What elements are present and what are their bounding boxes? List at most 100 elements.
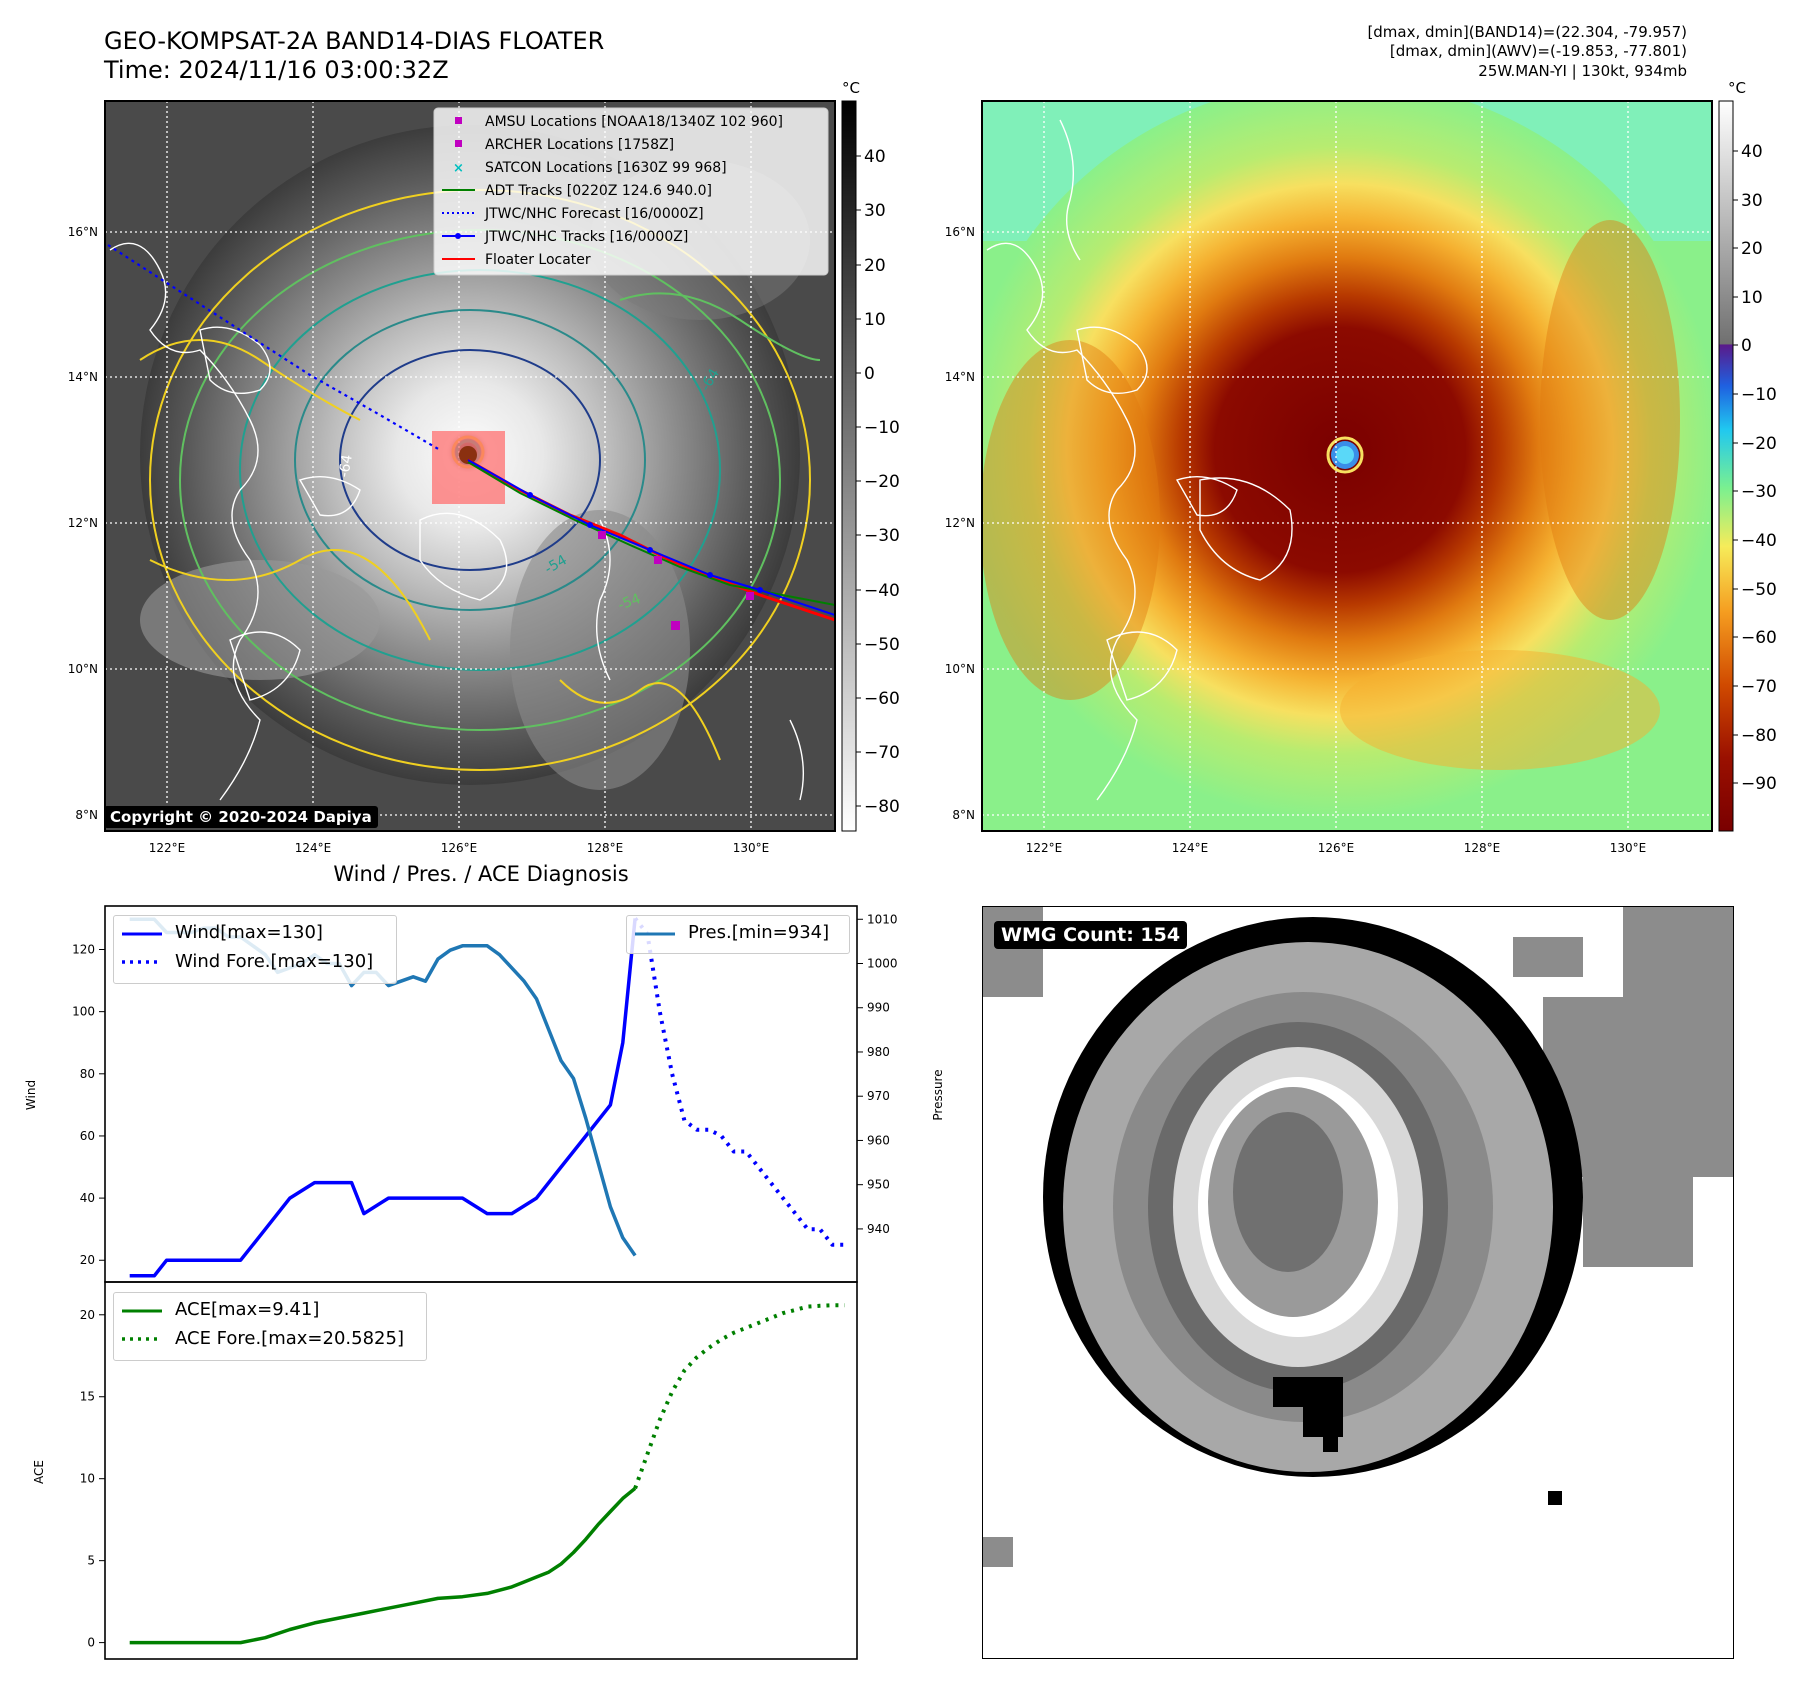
legend-label: Pres.[min=934]: [688, 922, 830, 943]
lon-label: 124°E: [1172, 841, 1209, 855]
lat-label: 12°N: [945, 516, 975, 530]
y-tick-label: 80: [80, 1067, 95, 1081]
legend-label: ACE Fore.[max=20.5825]: [175, 1328, 404, 1349]
colorbar-tick: −90: [1741, 774, 1777, 794]
colorbar-tick: 40: [1741, 142, 1763, 162]
y-tick-label: 1010: [867, 912, 898, 926]
y-tick-label: 60: [80, 1129, 95, 1143]
legend-marker: [455, 233, 461, 239]
colorbar-tick: −40: [1741, 531, 1777, 551]
legend-label: JTWC/NHC Forecast [16/0000Z]: [484, 206, 704, 222]
colorbar-tick: −50: [1741, 580, 1777, 600]
legend-label: ARCHER Locations [1758Z]: [485, 137, 674, 153]
y-tick-label: 940: [867, 1222, 890, 1236]
legend-marker: ×: [453, 161, 464, 176]
colorbar-tick: −60: [1741, 628, 1777, 648]
y-tick-label: 980: [867, 1045, 890, 1059]
wind-legend: Wind[max=130] Wind Fore.[max=130]: [113, 915, 397, 984]
lat-label: 14°N: [68, 370, 98, 384]
y-tick-label: 950: [867, 1178, 890, 1192]
series-line: [129, 1487, 637, 1645]
lat-label: 8°N: [75, 808, 98, 822]
lon-label: 128°E: [1464, 841, 1501, 855]
y-tick-label: 1000: [867, 957, 898, 971]
colorbar-tick: 40: [864, 147, 886, 167]
colorbar-tick: 20: [864, 256, 886, 276]
awv-range: [dmax, dmin](AWV)=(-19.853, -77.801): [1389, 42, 1687, 60]
pressure-axis-label: Pressure: [931, 1069, 945, 1120]
colorbar-tick: −30: [1741, 482, 1777, 502]
colorbar-tick: 30: [864, 201, 886, 221]
colorbar-tick: −10: [864, 418, 900, 438]
wmg-panel: [982, 906, 1734, 1659]
lon-label: 130°E: [733, 841, 770, 855]
y-tick-label: 990: [867, 1001, 890, 1015]
y-tick-label: 10: [80, 1472, 95, 1486]
lon-label: 130°E: [1610, 841, 1647, 855]
series-line: [633, 1303, 845, 1490]
copyright-badge: Copyright © 2020-2024 Dapiya: [104, 806, 378, 828]
lon-label: 126°E: [1318, 841, 1355, 855]
y-tick-label: 20: [80, 1308, 95, 1322]
lat-label: 16°N: [68, 225, 98, 239]
lat-label: 10°N: [945, 662, 975, 676]
colorbar-tick: −20: [864, 472, 900, 492]
band14-range: [dmax, dmin](BAND14)=(22.304, -79.957): [1367, 23, 1687, 41]
legend-label: SATCON Locations [1630Z 99 968]: [485, 160, 727, 176]
legend-label: AMSU Locations [NOAA18/1340Z 102 960]: [485, 114, 783, 130]
y-tick-label: 100: [72, 1005, 95, 1019]
colorbar-tick: 20: [1741, 239, 1763, 259]
lon-label: 122°E: [1026, 841, 1063, 855]
colorbar-grayscale: [841, 100, 857, 832]
storm-info: 25W.MAN-YI | 130kt, 934mb: [1478, 62, 1687, 80]
colorbar-color: [1718, 100, 1734, 832]
y-tick-label: 40: [80, 1191, 95, 1205]
colorbar-tick: −80: [1741, 726, 1777, 746]
lat-label: 8°N: [952, 808, 975, 822]
figure-title: GEO-KOMPSAT-2A BAND14-DIAS FLOATER: [104, 27, 605, 55]
colorbar-tick: 10: [1741, 288, 1763, 308]
colorbar-unit-right: °C: [1728, 79, 1746, 97]
colorbar-tick: 0: [1741, 336, 1752, 356]
y-tick-label: 960: [867, 1133, 890, 1147]
left-map-frame: [104, 100, 836, 832]
y-tick-label: 20: [80, 1253, 95, 1267]
lon-label: 128°E: [587, 841, 624, 855]
legend-label: Wind[max=130]: [175, 922, 323, 943]
y-tick-label: 0: [87, 1636, 95, 1650]
ace-axis-label: ACE: [32, 1460, 46, 1484]
lat-label: 16°N: [945, 225, 975, 239]
colorbar-tick: −10: [1741, 385, 1777, 405]
wmg-count-badge: WMG Count: 154: [994, 921, 1188, 949]
colorbar-tick: −30: [864, 526, 900, 546]
lon-label: 126°E: [441, 841, 478, 855]
legend-label: Floater Locater: [485, 252, 591, 268]
pressure-legend: Pres.[min=934]: [626, 915, 850, 954]
colorbar-unit-left: °C: [842, 79, 860, 97]
legend-label: ADT Tracks [0220Z 124.6 940.0]: [485, 183, 712, 199]
contour-label: -54: [616, 591, 643, 614]
colorbar-tick: −70: [864, 743, 900, 763]
lon-label: 122°E: [149, 841, 186, 855]
colorbar-tick: −80: [864, 797, 900, 817]
ir-color-map: [982, 101, 1712, 831]
legend-marker: [455, 140, 462, 147]
wmg-image: [983, 907, 1733, 1567]
y-tick-label: 15: [80, 1390, 95, 1404]
lat-label: 14°N: [945, 370, 975, 384]
colorbar-tick: −40: [864, 581, 900, 601]
legend-label: Wind Fore.[max=130]: [175, 951, 374, 972]
ace-legend: ACE[max=9.41] ACE Fore.[max=20.5825]: [113, 1292, 427, 1361]
wind-axis-label: Wind: [24, 1080, 38, 1110]
lat-label: 10°N: [68, 662, 98, 676]
y-tick-label: 5: [87, 1554, 95, 1568]
diagnosis-title: Wind / Pres. / ACE Diagnosis: [333, 862, 629, 886]
colorbar-tick: 10: [864, 310, 886, 330]
contour-label: -64: [336, 453, 356, 478]
legend-marker: [455, 117, 462, 124]
map-legend: × AMSU Locations [NOAA18/1340Z 102 960] …: [433, 107, 829, 276]
series-line: [633, 917, 845, 1247]
lat-label: 12°N: [68, 516, 98, 530]
colorbar-tick: −60: [864, 689, 900, 709]
legend-label: JTWC/NHC Tracks [16/0000Z]: [484, 229, 688, 245]
